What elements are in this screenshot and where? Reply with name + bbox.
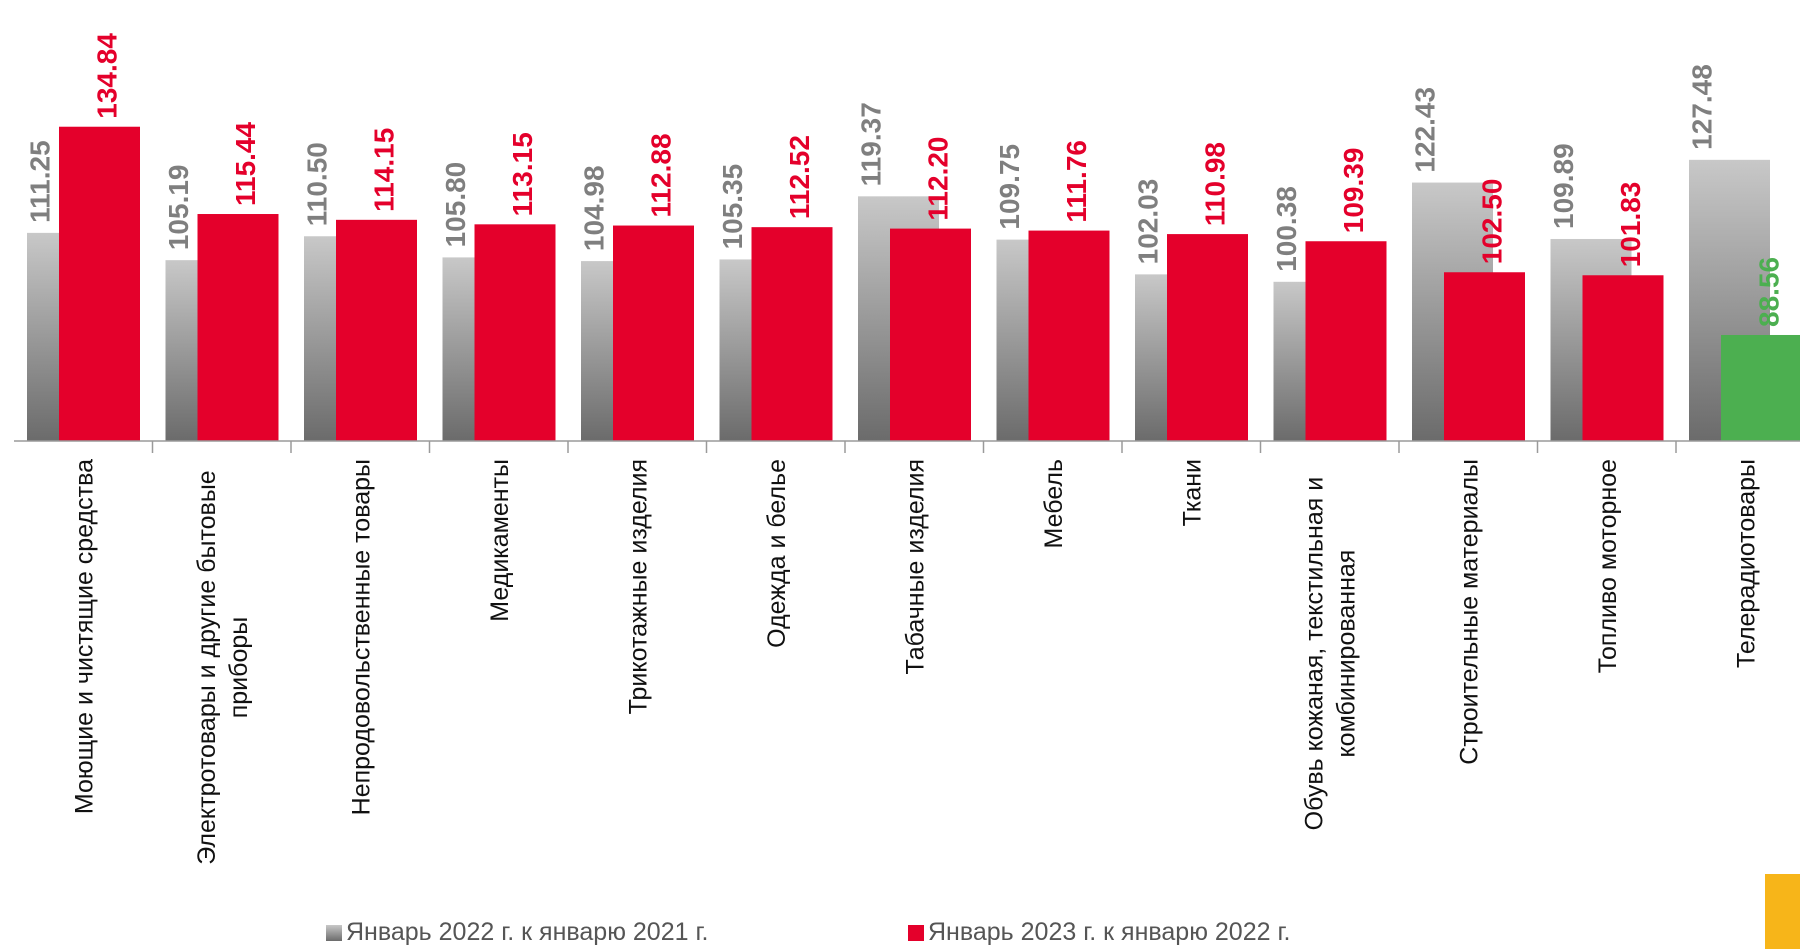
category-label-line: Телерадиотовары	[1732, 459, 1760, 668]
data-label-series-1: 102.03	[1133, 179, 1164, 265]
data-label-series-1: 105.35	[717, 164, 748, 250]
category-label-line: Трикотажные изделия	[624, 459, 652, 714]
data-label-series-2: 111.76	[1061, 140, 1092, 223]
legend-swatch-gray	[326, 924, 342, 941]
legend-item-series-1: Январь 2022 г. к январю 2021 г.	[326, 918, 708, 947]
data-label-series-2: 115.44	[230, 121, 261, 206]
bar-series-2	[197, 214, 279, 441]
bar-series-2	[1028, 230, 1110, 441]
data-label-series-2: 109.39	[1338, 148, 1369, 234]
category-label: Обувь кожаная, текстильная и комбинирован…	[1301, 477, 1361, 831]
data-label-series-1: 110.50	[302, 142, 333, 226]
category-label: Строительные материалы	[1455, 459, 1483, 765]
legend-label-series-2: Январь 2023 г. к январю 2022 г.	[928, 918, 1291, 946]
category-label-line: Одежда и белье	[763, 459, 791, 648]
data-label-series-1: 105.19	[163, 165, 194, 251]
category-label-line: Мебель	[1040, 459, 1068, 548]
bar-series-2	[59, 126, 140, 441]
category-label-line: приборы	[225, 617, 253, 719]
category-label-line: Обувь кожаная, текстильная и	[1301, 477, 1329, 831]
legend-swatch-red	[908, 924, 924, 941]
bar-series-2	[613, 225, 694, 441]
category-label-line: Медикаменты	[486, 459, 514, 622]
category-label-line: Топливо моторное	[1594, 459, 1622, 673]
data-label-series-1: 105.80	[440, 162, 471, 248]
data-label-series-2: 112.88	[646, 133, 677, 217]
category-label-line: Строительные материалы	[1455, 459, 1483, 765]
x-axis	[14, 440, 1800, 453]
category-label-line: Табачные изделия	[901, 459, 929, 674]
category-label-line: Ткани	[1178, 459, 1206, 526]
category-label: Трикотажные изделия	[624, 459, 652, 714]
data-label-series-2: 101.83	[1615, 182, 1646, 268]
bar-series-2	[336, 219, 417, 441]
data-labels-layer: 111.25 134.84 105.19 115.44 110.50 114.15 105.…	[25, 33, 1785, 327]
category-label-line: Непродовольственные товары	[347, 459, 375, 815]
data-label-series-1: 127.48	[1687, 64, 1718, 150]
data-label-series-1: 109.89	[1548, 143, 1579, 229]
category-label-line: Моющие и чистящие средства	[70, 459, 98, 814]
bar-series-2	[1167, 234, 1248, 441]
category-label: Одежда и белье	[763, 459, 791, 648]
category-label: Электротовары и другие бытовые приборы	[193, 470, 253, 864]
bar-series-2	[1444, 272, 1525, 441]
category-label: Моющие и чистящие средства	[70, 459, 98, 814]
category-label: Топливо моторное	[1594, 459, 1622, 673]
data-label-series-1: 111.25	[25, 140, 56, 223]
data-label-series-2: 88.56	[1754, 257, 1785, 327]
data-label-series-2: 114.15	[369, 128, 400, 212]
category-label-line: комбинированная	[1333, 550, 1361, 758]
bar-series-2	[751, 227, 833, 441]
category-label-line: Электротовары и другие бытовые	[193, 470, 221, 864]
legend-item-series-2: Январь 2023 г. к январю 2022 г.	[908, 918, 1290, 947]
data-label-series-2: 112.20	[923, 136, 954, 220]
legend-label-series-1: Январь 2022 г. к январю 2021 г.	[346, 918, 709, 946]
corner-decoration	[1765, 874, 1800, 949]
bar-series-2	[474, 224, 556, 441]
bar-series-2	[1721, 334, 1800, 441]
bar-series-2	[890, 228, 971, 441]
bars-layer	[27, 126, 1800, 441]
data-label-series-2: 134.84	[92, 33, 123, 119]
data-label-series-2: 110.98	[1200, 142, 1231, 226]
data-label-series-2: 112.52	[784, 135, 815, 219]
data-label-series-2: 113.15	[507, 132, 538, 216]
category-label: Непродовольственные товары	[347, 459, 375, 815]
category-labels-layer: Моющие и чистящие средства Электротовары …	[70, 459, 1760, 865]
data-label-series-1: 104.98	[579, 165, 610, 251]
category-label: Медикаменты	[486, 459, 514, 622]
data-label-series-1: 119.37	[856, 102, 887, 186]
category-label: Ткани	[1178, 459, 1206, 526]
category-label: Мебель	[1040, 459, 1068, 548]
category-label: Телерадиотовары	[1732, 459, 1760, 668]
data-label-series-2: 102.50	[1477, 179, 1508, 265]
bar-series-2	[1305, 241, 1387, 441]
bar-series-2	[1582, 275, 1664, 441]
category-label: Табачные изделия	[901, 459, 929, 674]
data-label-series-1: 100.38	[1271, 186, 1302, 272]
data-label-series-1: 122.43	[1410, 87, 1441, 173]
data-label-series-1: 109.75	[994, 144, 1025, 230]
